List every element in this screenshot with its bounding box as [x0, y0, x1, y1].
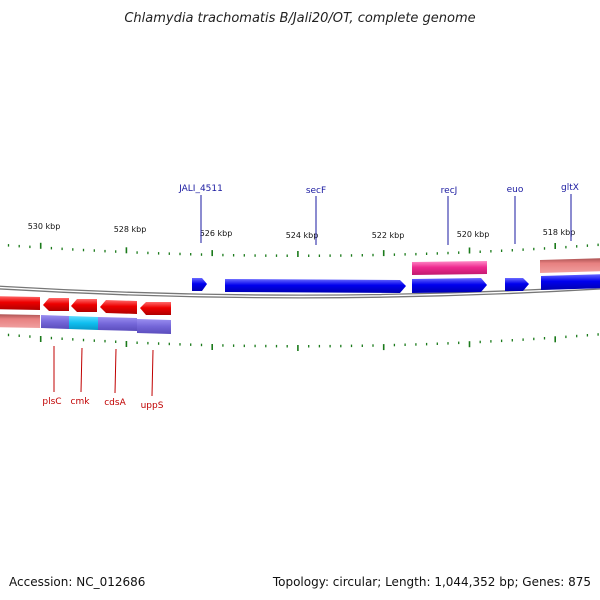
ruler-label-526: 526 kbp — [200, 229, 233, 238]
gene-labels-top: JALI_4511 secF recJ euo gltX — [178, 183, 579, 196]
gene-label-upps[interactable]: uppS — [141, 401, 164, 411]
cog-block-gltx[interactable] — [540, 258, 600, 273]
ruler-ticks-lower — [7, 333, 599, 351]
cds-arrow-upps[interactable] — [140, 302, 171, 315]
ruler-label-530: 530 kbp — [28, 222, 61, 231]
cds-arrow-cmk[interactable] — [71, 299, 97, 312]
cog-block-left[interactable] — [0, 314, 40, 328]
gene-label-jali4511[interactable]: JALI_4511 — [178, 184, 223, 194]
ruler-label-518: 518 kbp — [543, 228, 576, 237]
gene-label-cmk[interactable]: cmk — [71, 397, 91, 407]
accession-text: Accession: NC_012686 — [9, 575, 145, 589]
cds-arrow-plsc-part[interactable] — [0, 296, 40, 310]
cds-arrow-cdsa[interactable] — [100, 300, 137, 314]
cog-track-forward — [412, 258, 600, 275]
gene-label-euo[interactable]: euo — [507, 185, 524, 195]
gene-label-recj[interactable]: recJ — [441, 186, 458, 196]
ruler-label-520: 520 kbp — [457, 230, 490, 239]
map-title: Chlamydia trachomatis B/Jali20/OT, compl… — [124, 11, 475, 26]
cds-arrow-jali4511[interactable] — [192, 278, 207, 291]
cog-block-upps[interactable] — [137, 319, 171, 334]
gene-label-cdsa[interactable]: cdsA — [104, 398, 126, 408]
ruler-labels: 530 kbp 528 kbp 526 kbp 524 kbp 522 kbp … — [28, 222, 576, 240]
cds-arrow-plsc[interactable] — [43, 298, 69, 311]
ruler-label-522: 522 kbp — [372, 231, 405, 240]
gene-label-lines-top — [200, 194, 572, 245]
cog-block-recj[interactable] — [412, 261, 487, 275]
cog-track-reverse — [0, 314, 171, 334]
gene-label-gltx[interactable]: gltX — [561, 183, 579, 193]
cds-track-reverse — [0, 296, 171, 315]
cds-arrow-secf[interactable] — [225, 279, 406, 293]
cds-arrow-euo[interactable] — [505, 278, 529, 291]
gene-label-plsc[interactable]: plsC — [42, 397, 61, 407]
cds-track-forward — [192, 274, 600, 293]
cog-block-cdsa[interactable] — [98, 317, 137, 331]
ruler-label-524: 524 kbp — [286, 231, 319, 240]
gene-label-secf[interactable]: secF — [306, 186, 326, 196]
genome-backbone-inner — [0, 286, 600, 298]
genome-summary-text: Topology: circular; Length: 1,044,352 bp… — [272, 575, 591, 589]
gene-labels-bottom: plsC cmk cdsA uppS — [42, 397, 163, 411]
gene-label-lines-bottom — [53, 346, 154, 397]
cog-block-cmk[interactable] — [69, 316, 98, 330]
ruler-ticks-upper — [7, 242, 599, 257]
cds-arrow-recj[interactable] — [412, 278, 487, 293]
cds-arrow-gltx[interactable] — [541, 274, 600, 290]
ruler-label-528: 528 kbp — [114, 225, 147, 234]
cog-block-plsc[interactable] — [41, 315, 69, 329]
